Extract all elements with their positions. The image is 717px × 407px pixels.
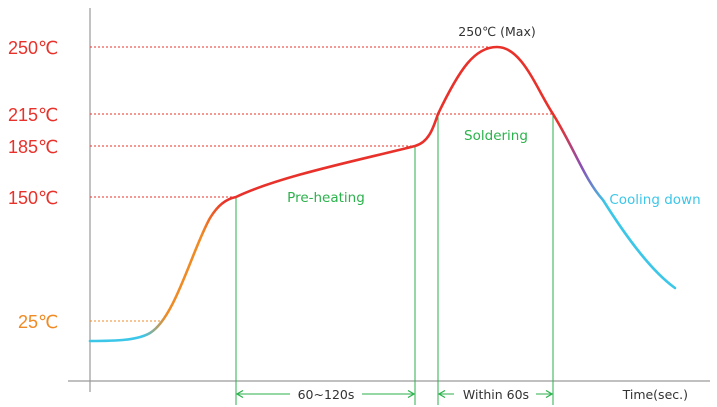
zone-label-soldering: Soldering	[464, 128, 528, 144]
zone-label-preheating: Pre-heating	[287, 190, 365, 206]
reflow-temperature-curve	[88, 45, 677, 343]
peak-label: 250℃ (Max)	[458, 24, 535, 39]
ytick-label-150: 150℃	[8, 188, 58, 208]
ytick-label-185: 185℃	[8, 137, 58, 157]
ytick-label-250: 250℃	[8, 38, 58, 58]
preheat-span-label: 60~120s	[298, 387, 355, 402]
ytick-label-215: 215℃	[8, 105, 58, 125]
x-axis-label: Time(sec.)	[622, 387, 688, 402]
solder-span-label: Within 60s	[463, 387, 529, 402]
ytick-label-25: 25℃	[18, 312, 58, 332]
zone-label-cooling: Cooling down	[609, 192, 700, 208]
